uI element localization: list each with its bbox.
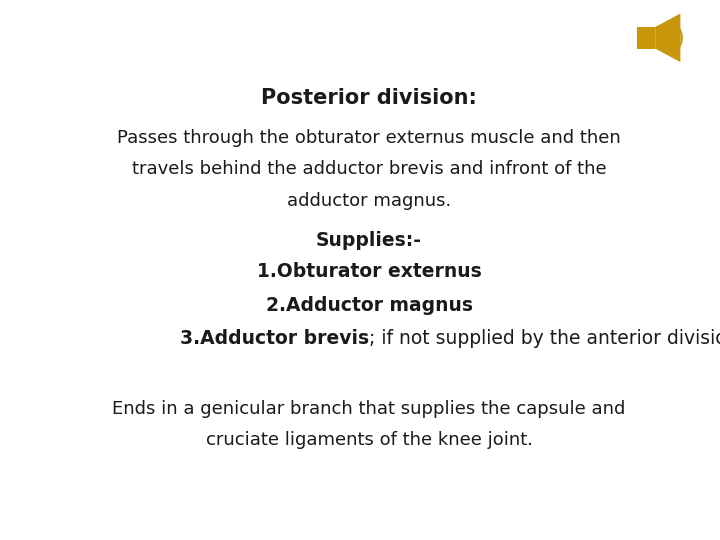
Polygon shape: [655, 14, 680, 62]
Text: 3.Adductor brevis: 3.Adductor brevis: [180, 329, 369, 348]
Text: Ends in a genicular branch that supplies the capsule and: Ends in a genicular branch that supplies…: [112, 400, 626, 417]
Text: Passes through the obturator externus muscle and then: Passes through the obturator externus mu…: [117, 129, 621, 147]
Text: travels behind the adductor brevis and infront of the: travels behind the adductor brevis and i…: [132, 160, 606, 178]
Text: adductor magnus.: adductor magnus.: [287, 192, 451, 210]
FancyBboxPatch shape: [637, 27, 655, 49]
Text: cruciate ligaments of the knee joint.: cruciate ligaments of the knee joint.: [205, 431, 533, 449]
Text: Supplies:-: Supplies:-: [316, 231, 422, 250]
Text: Posterior division:: Posterior division:: [261, 87, 477, 107]
Text: 1.Obturator externus: 1.Obturator externus: [256, 262, 482, 281]
Text: 2.Adductor magnus: 2.Adductor magnus: [266, 295, 472, 315]
Text: ; if not supplied by the anterior division: ; if not supplied by the anterior divisi…: [369, 329, 720, 348]
